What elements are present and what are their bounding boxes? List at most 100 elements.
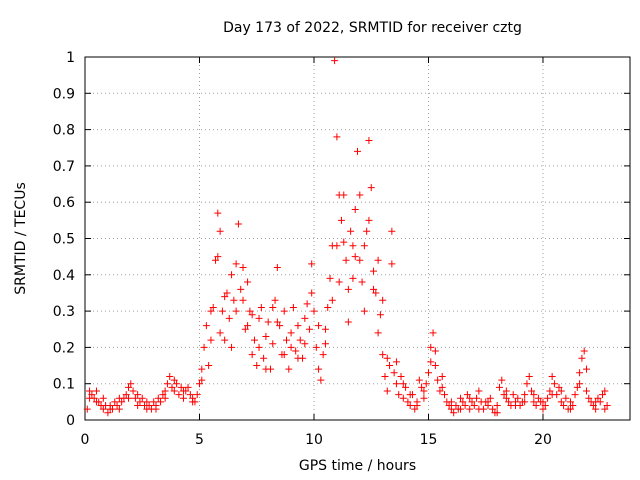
data-point: [447, 398, 455, 406]
data-point: [92, 387, 100, 395]
data-point: [441, 391, 449, 399]
data-point: [397, 372, 405, 380]
data-point: [381, 372, 389, 380]
data-point: [422, 380, 430, 388]
data-point: [601, 387, 609, 395]
data-point: [134, 401, 142, 409]
data-point: [269, 340, 277, 348]
data-point: [198, 376, 206, 384]
data-point: [390, 369, 398, 377]
data-point: [411, 405, 419, 413]
y-axis-label: SRMTID / TECUs: [13, 182, 29, 295]
data-point: [557, 398, 565, 406]
data-point: [214, 253, 222, 261]
data-point: [106, 401, 114, 409]
data-point: [315, 322, 323, 330]
data-point: [509, 391, 517, 399]
data-point: [198, 365, 206, 373]
data-point: [555, 383, 563, 391]
data-point: [175, 391, 183, 399]
data-point: [546, 387, 554, 395]
data-point: [310, 307, 318, 315]
data-point: [376, 311, 384, 319]
data-points: [83, 57, 611, 417]
data-point: [374, 256, 382, 264]
y-tick-label: 0: [66, 413, 75, 429]
data-point: [424, 369, 432, 377]
data-point: [461, 401, 469, 409]
data-point: [566, 405, 574, 413]
data-point: [145, 401, 153, 409]
data-point: [241, 325, 249, 333]
data-point: [301, 340, 309, 348]
y-tick-label: 0.2: [53, 340, 75, 356]
data-point: [521, 391, 529, 399]
data-point: [163, 380, 171, 388]
data-point: [566, 398, 574, 406]
x-tick-label: 20: [534, 432, 552, 448]
data-point: [173, 380, 181, 388]
data-point: [534, 394, 542, 402]
data-point: [457, 394, 465, 402]
data-point: [326, 274, 334, 282]
data-point: [386, 362, 394, 370]
data-point: [273, 264, 281, 272]
data-point: [262, 365, 270, 373]
data-point: [505, 398, 513, 406]
data-point: [466, 405, 474, 413]
data-point: [372, 289, 380, 297]
data-point: [379, 296, 387, 304]
data-point: [550, 380, 558, 388]
data-point: [349, 242, 357, 250]
chart-title: Day 173 of 2022, SRMTID for receiver czt…: [223, 20, 522, 36]
data-point: [237, 285, 245, 293]
y-tick-label: 0.8: [53, 123, 75, 139]
data-point: [459, 398, 467, 406]
data-point: [544, 394, 552, 402]
data-point: [154, 394, 162, 402]
y-tick-label: 0.9: [53, 86, 75, 102]
data-point: [578, 354, 586, 362]
data-point: [484, 398, 492, 406]
data-point: [351, 253, 359, 261]
data-point: [209, 303, 217, 311]
data-point: [296, 336, 304, 344]
data-point: [315, 365, 323, 373]
data-point: [283, 336, 291, 344]
data-point: [402, 383, 410, 391]
data-point: [569, 401, 577, 409]
data-point: [557, 387, 565, 395]
data-point: [292, 347, 300, 355]
data-point: [244, 278, 252, 286]
data-point: [212, 256, 220, 264]
data-point: [202, 322, 210, 330]
data-point: [262, 333, 270, 341]
data-point: [166, 372, 174, 380]
data-point: [228, 271, 236, 279]
x-tick-label: 10: [305, 432, 323, 448]
data-point: [493, 401, 501, 409]
data-point: [576, 380, 584, 388]
data-point: [434, 376, 442, 384]
data-point: [108, 405, 116, 413]
data-point: [218, 307, 226, 315]
data-point: [438, 383, 446, 391]
data-point: [134, 391, 142, 399]
data-point: [530, 391, 538, 399]
data-point: [427, 358, 435, 366]
data-point: [189, 398, 197, 406]
data-point: [308, 289, 316, 297]
data-point: [528, 387, 536, 395]
data-point: [356, 256, 364, 264]
data-point: [475, 405, 483, 413]
data-point: [317, 376, 325, 384]
data-point: [207, 336, 215, 344]
data-point: [232, 260, 240, 268]
data-point: [301, 314, 309, 322]
data-point: [349, 274, 357, 282]
data-point: [248, 311, 256, 319]
data-point: [312, 343, 320, 351]
data-point: [466, 394, 474, 402]
data-point: [324, 303, 332, 311]
data-point: [257, 303, 265, 311]
